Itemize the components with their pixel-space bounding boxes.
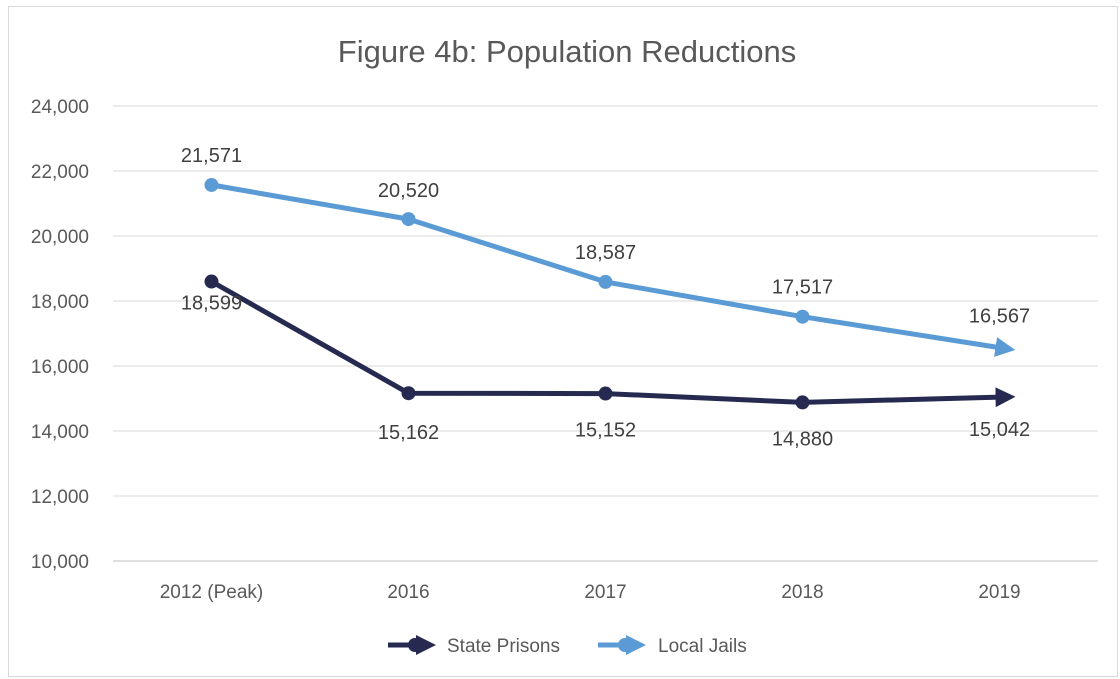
x-tick-label: 2019 xyxy=(978,582,1020,603)
data-point xyxy=(598,386,613,401)
data-label: 15,162 xyxy=(378,422,439,444)
data-point xyxy=(204,274,219,289)
data-label: 16,567 xyxy=(969,306,1030,328)
data-point xyxy=(401,386,416,401)
series-line xyxy=(211,182,1016,357)
y-tick-label: 12,000 xyxy=(31,487,89,508)
legend-label: State Prisons xyxy=(447,636,560,657)
y-tick-label: 16,000 xyxy=(31,357,89,378)
x-axis: 2012 (Peak) 2016 2017 2018 2019 xyxy=(160,582,1021,603)
data-label: 21,571 xyxy=(181,145,242,167)
data-point xyxy=(795,395,810,410)
legend: State Prisons Local Jails xyxy=(388,635,747,657)
legend-label: Local Jails xyxy=(658,636,747,657)
chart-frame xyxy=(8,6,1118,677)
y-tick-label: 18,000 xyxy=(31,292,89,313)
data-label: 20,520 xyxy=(378,180,439,202)
data-point xyxy=(401,212,416,227)
data-label: 14,880 xyxy=(772,428,833,450)
x-tick-label: 2012 (Peak) xyxy=(160,582,264,603)
series-group: 18,599 15,162 15,152 14,880 15,042 21,571 20,5… xyxy=(181,145,1030,450)
x-tick-label: 2017 xyxy=(584,582,626,603)
data-point xyxy=(204,177,219,192)
y-tick-label: 24,000 xyxy=(31,97,89,118)
data-label: 15,042 xyxy=(969,419,1030,441)
legend-marker xyxy=(618,638,632,652)
y-tick-label: 14,000 xyxy=(31,422,89,443)
x-tick-label: 2018 xyxy=(781,582,823,603)
data-label: 15,152 xyxy=(575,420,636,442)
y-tick-label: 22,000 xyxy=(31,162,89,183)
legend-item: State Prisons xyxy=(388,635,560,657)
chart-title: Figure 4b: Population Reductions xyxy=(338,34,796,69)
series-state-prisons: 18,599 15,162 15,152 14,880 15,042 xyxy=(181,274,1030,450)
legend-marker xyxy=(408,638,422,652)
gridlines xyxy=(113,105,1098,562)
series-line xyxy=(210,279,1016,408)
y-axis: 10,000 12,000 14,000 16,000 18,000 20,000 22,0… xyxy=(31,97,89,573)
series-local-jails: 21,571 20,520 18,587 17,517 16,567 xyxy=(181,145,1030,357)
y-tick-label: 20,000 xyxy=(31,227,89,248)
data-label: 18,599 xyxy=(181,293,242,315)
data-point xyxy=(598,274,613,289)
legend-item: Local Jails xyxy=(598,635,747,657)
data-label: 18,587 xyxy=(575,242,636,264)
data-point xyxy=(795,309,810,324)
y-tick-label: 10,000 xyxy=(31,552,89,573)
data-label: 17,517 xyxy=(772,277,833,299)
x-tick-label: 2016 xyxy=(387,582,429,603)
